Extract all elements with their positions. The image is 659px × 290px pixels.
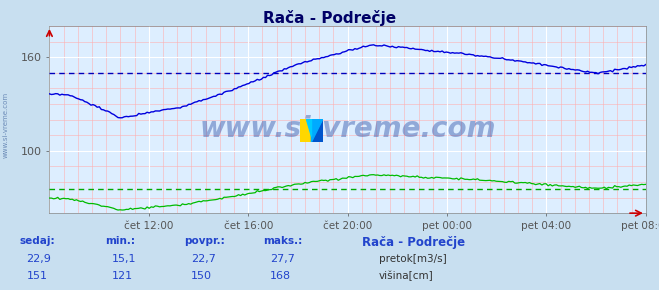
Text: Rača - Podrečje: Rača - Podrečje: [263, 10, 396, 26]
Text: www.si-vreme.com: www.si-vreme.com: [2, 92, 9, 158]
Text: sedaj:: sedaj:: [20, 236, 55, 246]
Polygon shape: [312, 119, 323, 142]
Polygon shape: [300, 119, 312, 142]
Text: povpr.:: povpr.:: [185, 236, 225, 246]
Text: 168: 168: [270, 271, 291, 281]
Text: 15,1: 15,1: [112, 254, 136, 264]
Text: 27,7: 27,7: [270, 254, 295, 264]
Text: Rača - Podrečje: Rača - Podrečje: [362, 236, 465, 249]
Text: min.:: min.:: [105, 236, 136, 246]
Polygon shape: [306, 119, 312, 136]
Text: pretok[m3/s]: pretok[m3/s]: [379, 254, 447, 264]
Text: 151: 151: [26, 271, 47, 281]
Text: www.si-vreme.com: www.si-vreme.com: [200, 115, 496, 143]
Text: maks.:: maks.:: [264, 236, 303, 246]
Text: višina[cm]: višina[cm]: [379, 271, 434, 282]
Text: 22,7: 22,7: [191, 254, 216, 264]
Text: 150: 150: [191, 271, 212, 281]
Text: 121: 121: [112, 271, 133, 281]
Polygon shape: [300, 119, 312, 142]
Text: 22,9: 22,9: [26, 254, 51, 264]
Polygon shape: [312, 119, 323, 142]
